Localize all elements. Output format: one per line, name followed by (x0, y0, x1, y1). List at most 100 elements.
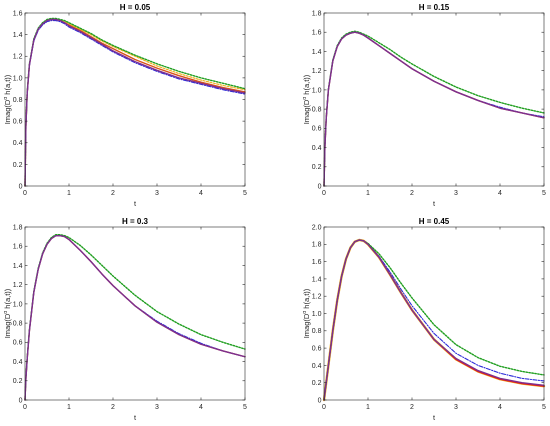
y-axis-label: Imag(Dα h(a,t)) (3, 74, 12, 124)
y-tick-label: 1.0 (13, 75, 23, 82)
y-axis-label-main: Imag(D (3, 99, 12, 124)
x-tick-label: 3 (155, 404, 159, 411)
x-tick-label: 5 (542, 404, 546, 411)
x-tick-label: 4 (199, 190, 203, 197)
y-tick-label: 0.8 (312, 328, 322, 335)
x-tick-label: 2 (111, 190, 115, 197)
y-tick-label: 0.2 (312, 380, 322, 387)
x-tick-label: 5 (243, 190, 247, 197)
x-tick-label: 3 (454, 404, 458, 411)
subplot-2: 0 1 2 3 4 5 0 0.2 0.4 0.6 0.8 1.0 1.2 1.4 1.6 1.8 H = 0.… (302, 3, 546, 208)
subplot-4: 0 1 2 3 4 5 0 0.2 0.4 0.6 0.8 1.0 1.2 1.4 1.6 1.8 2.0 H =… (302, 217, 546, 422)
x-tick-label: 5 (243, 404, 247, 411)
x-tick-label: 2 (111, 404, 115, 411)
plot-area (324, 227, 544, 400)
y-tick-label: 1.6 (312, 259, 322, 266)
chart-title: H = 0.45 (419, 217, 450, 226)
y-tick-label: 0.2 (312, 164, 322, 171)
y-axis-label-rest: h(a,t)) (3, 288, 12, 311)
x-axis-label: t (134, 199, 137, 208)
chart-title: H = 0.3 (122, 217, 149, 226)
y-tick-label: 0.8 (312, 107, 322, 114)
x-tick-label: 1 (67, 190, 71, 197)
x-tick-label: 4 (498, 190, 502, 197)
y-tick-label: 0.6 (312, 346, 322, 353)
x-tick-label: 3 (454, 190, 458, 197)
y-tick-label: 0.8 (13, 321, 23, 328)
series-line-4 (323, 31, 545, 187)
axes-box (323, 12, 545, 187)
y-tick-label: 1.8 (312, 10, 322, 17)
y-tick-label: 1.8 (13, 224, 23, 231)
y-tick-label: 0.8 (13, 97, 23, 104)
y-tick-label: 1.2 (13, 282, 23, 289)
x-axis-label: t (433, 199, 436, 208)
subplot-1: 0 1 2 3 4 5 0 0.2 0.4 0.6 0.8 1.0 1.2 1.4 1.6 H = 0.05 t… (3, 3, 247, 208)
plot-area (25, 227, 245, 400)
y-tick-label: 0.2 (13, 162, 23, 169)
x-tick-label: 2 (410, 190, 414, 197)
y-tick-label: 1.2 (312, 68, 322, 75)
series-line-4 (24, 234, 246, 401)
subplot-3: 0 1 2 3 4 5 0 0.2 0.4 0.6 0.8 1.0 1.2 1.4 1.6 1.8 H = 0.… (3, 217, 247, 422)
y-tick-label: 1.0 (13, 301, 23, 308)
y-axis-label: Imag(Dα h(a,t)) (302, 288, 311, 338)
y-tick-label: 1.6 (312, 30, 322, 37)
chart-title: H = 0.05 (120, 3, 151, 12)
x-axis-label: t (433, 413, 436, 422)
y-tick-label: 0.6 (13, 119, 23, 126)
y-tick-label: 1.6 (13, 244, 23, 251)
y-tick-label: 1.2 (312, 294, 322, 301)
plot-area (25, 13, 245, 186)
y-axis-label: Imag(Dα h(a,t)) (3, 288, 12, 338)
y-tick-label: 0.4 (13, 140, 23, 147)
y-tick-label: 1.2 (13, 54, 23, 61)
axes-box (24, 226, 246, 401)
x-tick-label: 2 (410, 404, 414, 411)
x-axis-label: t (134, 413, 137, 422)
y-tick-label: 0 (19, 397, 23, 404)
y-axis-label-main: Imag(D (302, 99, 311, 124)
y-tick-label: 0 (19, 183, 23, 190)
y-axis-label-main: Imag(D (3, 313, 12, 338)
x-tick-label: 0 (23, 190, 27, 197)
series-line-5 (24, 18, 246, 187)
chart-title: H = 0.15 (419, 3, 450, 12)
x-tick-label: 1 (366, 404, 370, 411)
y-tick-label: 0 (318, 397, 322, 404)
y-tick-label: 1.0 (312, 311, 322, 318)
x-tick-label: 5 (542, 190, 546, 197)
y-tick-label: 0.4 (312, 145, 322, 152)
y-axis-label-superscript: α (302, 311, 308, 314)
series-line-5 (323, 239, 545, 401)
y-tick-label: 0.4 (13, 359, 23, 366)
y-tick-label: 0.2 (13, 378, 23, 385)
y-tick-label: 1.4 (312, 276, 322, 283)
y-tick-label: 0 (318, 183, 322, 190)
y-axis-label-main: Imag(D (302, 313, 311, 338)
y-tick-label: 1.6 (13, 10, 23, 17)
y-tick-label: 1.4 (13, 32, 23, 39)
x-tick-label: 0 (23, 404, 27, 411)
x-tick-label: 1 (366, 190, 370, 197)
x-tick-label: 3 (155, 190, 159, 197)
y-tick-label: 0.6 (13, 340, 23, 347)
y-axis-label-superscript: α (3, 97, 9, 100)
y-axis-label-superscript: α (302, 97, 308, 100)
y-tick-label: 1.4 (312, 49, 322, 56)
y-axis-label: Imag(Dα h(a,t)) (302, 74, 311, 124)
plot-area (324, 13, 544, 186)
y-axis-label-superscript: α (3, 311, 9, 314)
x-tick-label: 4 (199, 404, 203, 411)
y-tick-label: 1.8 (312, 242, 322, 249)
y-tick-label: 1.0 (312, 87, 322, 94)
y-tick-label: 0.6 (312, 126, 322, 133)
y-tick-label: 2.0 (312, 224, 322, 231)
x-tick-label: 1 (67, 404, 71, 411)
y-axis-label-rest: h(a,t)) (3, 74, 12, 97)
y-axis-label-rest: h(a,t)) (302, 288, 311, 311)
x-tick-label: 0 (322, 190, 326, 197)
y-tick-label: 1.4 (13, 263, 23, 270)
x-tick-label: 0 (322, 404, 326, 411)
